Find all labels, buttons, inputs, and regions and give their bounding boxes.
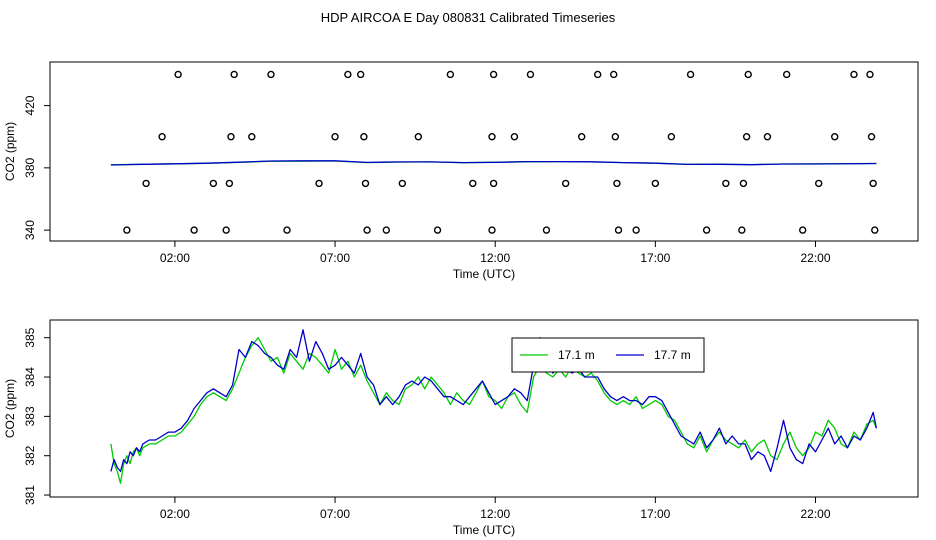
data-point [744,70,752,79]
data-point [142,179,150,188]
series-line-2 [110,329,878,473]
data-point [722,179,730,188]
x-tick-label: 07:00 [320,251,350,265]
data-point [763,133,772,141]
x-tick-label: 02:00 [160,507,190,521]
x-axis-label: Time (UTC) [453,267,515,281]
y-tick-label: 340 [23,220,37,240]
data-point [798,226,807,234]
data-point [651,179,660,188]
data-point [489,179,498,188]
y-tick-label: 420 [23,95,37,115]
data-point [222,226,230,234]
series-line-2 [110,160,877,166]
x-tick-label: 22:00 [800,251,830,265]
legend: 17.1 m 17.7 m [511,337,705,373]
data-point [611,133,620,141]
data-point [738,226,746,234]
y-tick-label: 381 [23,485,37,505]
data-point [632,226,640,234]
data-point [702,226,711,234]
x-axis-label: Time (UTC) [453,523,515,537]
data-point [866,70,874,79]
data-point [739,179,748,188]
data-point [577,133,586,141]
data-point [667,133,676,141]
data-point [850,70,858,79]
data-point [433,226,442,234]
x-tick-label: 12:00 [480,251,510,265]
data-point [488,226,496,234]
data-point [488,133,496,141]
data-point [446,70,455,79]
data-point [869,179,877,188]
data-point [561,179,570,188]
data-point [190,226,198,234]
data-point [398,179,407,188]
data-point [610,70,618,79]
data-point [782,70,791,79]
data-point [230,70,238,79]
data-point [831,133,839,141]
y-tick-label: 384 [23,367,37,387]
data-point [209,179,218,188]
y-tick-label: 385 [23,327,37,347]
data-point [248,133,256,141]
y-axis-label: CO2 (ppm) [3,379,17,438]
x-tick-label: 22:00 [800,507,830,521]
y-axis-label: CO2 (ppm) [3,122,17,181]
data-point [742,133,751,141]
data-point [123,226,131,234]
data-point [331,133,339,141]
y-tick-label: 382 [23,445,37,465]
data-point [356,70,365,79]
y-tick-label: 383 [23,406,37,426]
data-point [174,70,182,79]
data-point [867,133,876,141]
data-point [283,226,291,234]
data-point [614,226,623,234]
x-tick-label: 17:00 [640,251,670,265]
data-point [815,179,823,188]
plot-frame [49,61,919,242]
chart-title: HDP AIRCOA E Day 080831 Calibrated Times… [321,10,616,25]
data-point [871,226,879,234]
x-tick-label: 12:00 [480,507,510,521]
x-tick-label: 07:00 [320,507,350,521]
data-point [382,226,391,234]
x-tick-label: 17:00 [640,507,670,521]
data-point [344,70,352,79]
data-point [315,179,323,188]
data-point [158,133,166,141]
data-point [594,70,602,79]
legend-label-1: 17.1 m [558,348,595,362]
data-point [526,70,535,79]
data-point [361,179,370,188]
y-tick-label: 380 [23,158,37,178]
data-point [469,179,477,188]
data-point [686,70,695,79]
data-point [489,70,498,79]
data-point [542,226,551,234]
data-point [510,133,519,141]
data-point [267,70,275,79]
data-point [227,133,235,141]
legend-label-2: 17.7 m [654,348,691,362]
data-point [225,179,234,188]
plot-frame [49,319,919,498]
data-point [360,133,368,141]
x-tick-label: 02:00 [160,251,190,265]
series-line-1 [110,337,878,484]
top-panel: 02:00 07:00 12:00 17:00 22:00 340 380 420 Time (… [3,61,919,281]
data-point [363,226,371,234]
data-point [613,179,621,188]
data-point [414,133,423,141]
bottom-panel: 02:00 07:00 12:00 17:00 22:00 381 382 383 384 385… [3,319,919,537]
